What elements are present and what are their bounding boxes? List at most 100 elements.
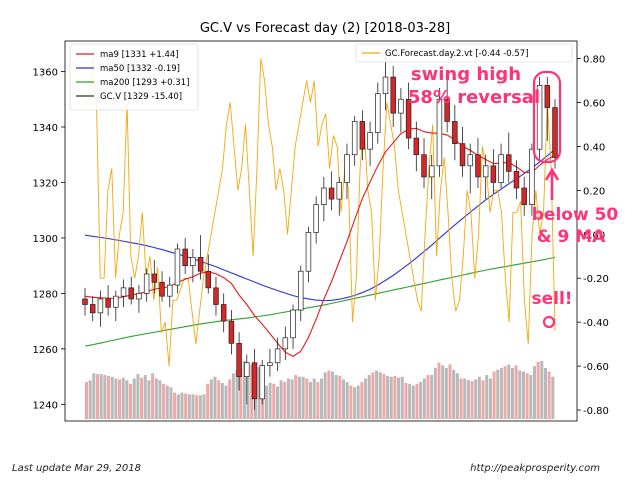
volume-bar <box>441 365 445 419</box>
ma200-series <box>84 256 556 347</box>
candle-body <box>421 154 427 178</box>
volume-bar <box>286 378 290 419</box>
volume-bar <box>118 379 122 419</box>
volume-bar <box>312 378 316 419</box>
candle-body <box>82 298 88 305</box>
annotation-sell-circle <box>542 315 556 329</box>
volume-bar <box>400 376 404 419</box>
candle-body <box>336 182 342 200</box>
candle-body <box>197 257 204 272</box>
volume-bar <box>264 385 268 419</box>
ma9-line <box>84 127 556 358</box>
volume-bar <box>224 385 228 419</box>
candle-body <box>467 154 473 167</box>
right-axis-tick-label: 0.60 <box>583 99 605 110</box>
volume-bar <box>110 376 114 419</box>
volume-bar <box>360 382 364 419</box>
volume-bar <box>452 369 456 419</box>
candle-body <box>259 365 265 400</box>
candle-body <box>167 284 173 297</box>
left-axis-tick-label: 1260 <box>33 345 58 356</box>
annotation-reversal: 58% reversal <box>408 87 540 108</box>
volume-bar <box>525 373 529 419</box>
volume-bar <box>382 374 386 419</box>
volume-bar <box>430 375 434 419</box>
annotation-arrow <box>544 167 560 200</box>
right-axis-tick-label: 0.20 <box>583 186 605 197</box>
legend-label-ma9: ma9 [1331 +1.44] <box>100 50 179 60</box>
volume-bar <box>518 370 522 419</box>
volume-bar <box>455 373 459 419</box>
volume-bar <box>540 360 544 419</box>
volume-bar <box>345 382 349 419</box>
candle-body <box>305 232 312 272</box>
annotations: swing high 58% reversal below 50 & 9 MA … <box>408 64 618 329</box>
volume-bar <box>408 383 412 419</box>
volume-bar <box>331 371 335 419</box>
candle-body <box>390 76 396 114</box>
forecast-series <box>85 58 556 367</box>
candle-body <box>136 293 142 300</box>
volume-bar <box>162 383 166 419</box>
legend-left: ma9 [1331 +1.44] ma50 [1332 -0.19] ma200… <box>69 43 199 111</box>
candle-body <box>236 342 242 377</box>
candle-body <box>321 187 327 205</box>
volume-bar <box>209 379 213 419</box>
forecast-line <box>85 58 556 367</box>
left-axis-tick-label: 1360 <box>33 68 58 79</box>
right-axis-tick-label: 0.00 <box>583 230 605 241</box>
legend-label-forecast: GC.Forecast.day.2.vt [-0.44 -0.57] <box>385 49 529 59</box>
annotation-highlight-box <box>532 70 562 164</box>
right-axis: 0.80 0.60 0.40 0.20 0.00 -0.20 -0.40 -0.60 -0.80 <box>577 55 609 417</box>
volume-bar <box>85 382 89 419</box>
candle-body <box>452 121 458 144</box>
candle-body <box>513 171 520 189</box>
candle-body <box>498 154 504 183</box>
volume-bar <box>235 369 239 419</box>
volume-bar <box>426 375 430 419</box>
candle-body <box>482 165 489 178</box>
volume-bar <box>187 394 191 419</box>
footer-last-update: Last update Mar 29, 2018 <box>12 463 141 474</box>
volume-bar <box>316 382 320 419</box>
volume-bar <box>136 374 140 419</box>
candle-body <box>459 143 466 167</box>
volume-bar <box>477 376 481 419</box>
legend-label-ma50: ma50 [1332 -0.19] <box>100 64 180 74</box>
candle-body <box>544 85 551 108</box>
volume-bar <box>375 370 379 419</box>
volume-bar <box>169 387 173 419</box>
volume-bar <box>301 376 305 419</box>
ma50-series <box>84 148 556 302</box>
candle-body <box>398 98 404 114</box>
candle-body <box>97 298 104 314</box>
volume-bar <box>294 375 298 419</box>
volume-bar <box>397 377 401 419</box>
volume-bar <box>536 361 540 419</box>
candle-body <box>367 132 373 150</box>
candlesticks <box>82 54 558 410</box>
candle-body <box>220 304 227 322</box>
chart-title: GC.V vs Forecast day (2) [2018-03-28] <box>200 21 450 36</box>
volume-bar <box>165 385 169 419</box>
volume-bar <box>543 367 547 419</box>
volume-bar <box>437 362 441 419</box>
volume-bar <box>551 376 555 419</box>
left-axis-tick-label: 1280 <box>33 289 58 300</box>
volume-bar <box>103 375 107 419</box>
left-axis-tick-label: 1300 <box>33 234 58 245</box>
candle-body <box>344 154 350 183</box>
right-axis-tick-label: 0.40 <box>583 142 605 153</box>
volume-bar <box>411 385 415 419</box>
candle-body <box>190 257 196 267</box>
candle-body <box>506 154 512 172</box>
volume-bar <box>404 382 408 419</box>
volume-bar <box>422 378 426 419</box>
volume-bar <box>393 375 397 419</box>
volume-bar <box>496 369 500 419</box>
volume-bar <box>198 395 202 419</box>
candle-body <box>267 362 273 366</box>
volume-bar <box>206 383 210 419</box>
candle-body <box>428 165 435 178</box>
